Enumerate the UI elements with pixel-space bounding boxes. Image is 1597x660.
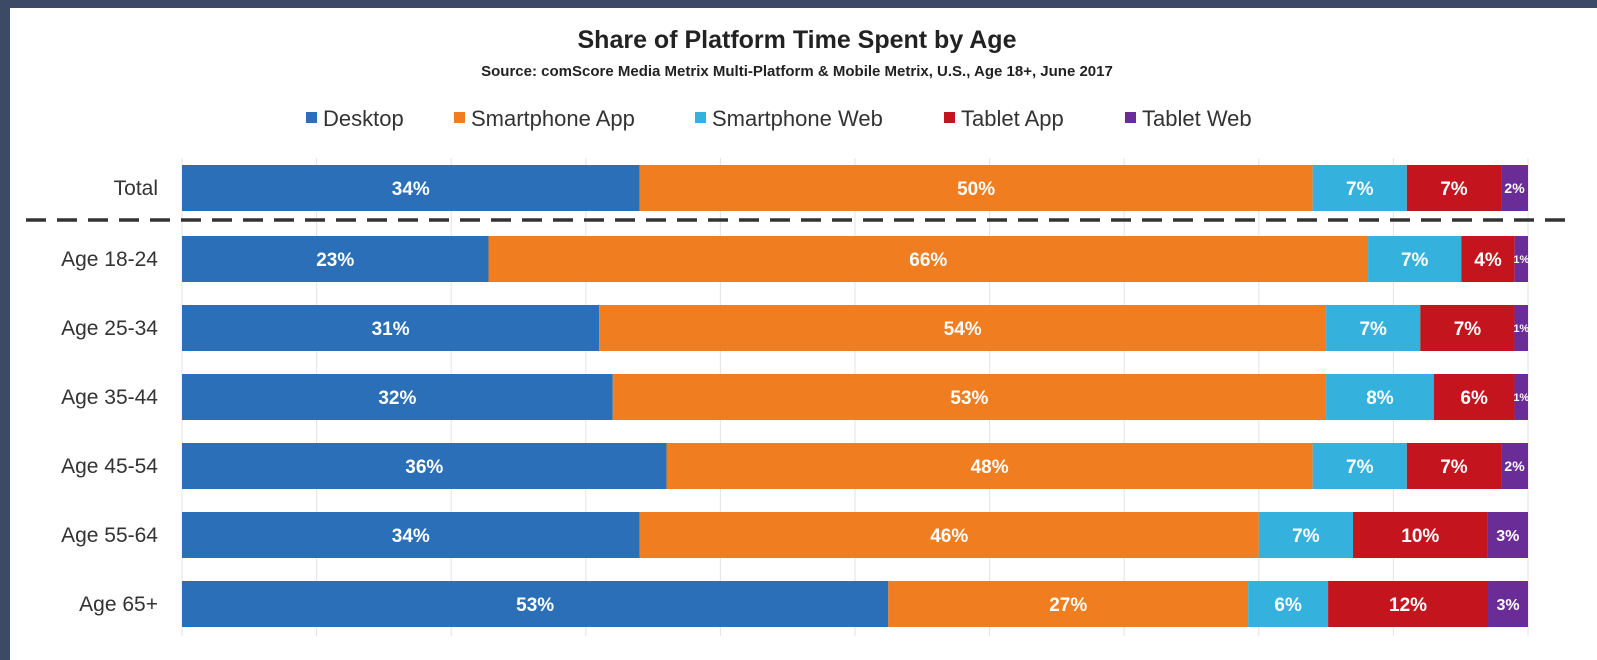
bar-age-18-24-smartphone-app (488, 236, 1369, 282)
legend-label-desktop: Desktop (323, 106, 404, 131)
data-label-age-55-64-smartphone-app: 46% (930, 526, 968, 547)
data-label-age-35-44-smartphone-web: 8% (1366, 388, 1394, 409)
data-label-age-55-64-tablet-web: 3% (1496, 528, 1519, 545)
data-label-age-65-smartphone-app: 27% (1049, 595, 1087, 616)
data-label-age-65-desktop: 53% (516, 595, 554, 616)
data-label-age-65-smartphone-web: 6% (1274, 595, 1302, 616)
bar-age-45-54-smartphone-web (1312, 443, 1407, 489)
bar-total-smartphone-web (1312, 165, 1407, 211)
bar-age-18-24-tablet-app (1461, 236, 1515, 282)
data-label-age-35-44-tablet-app: 6% (1460, 388, 1488, 409)
data-label-age-65-tablet-web: 3% (1496, 597, 1519, 614)
bar-age-25-34-desktop (182, 305, 600, 351)
data-label-total-smartphone-app: 50% (957, 179, 995, 200)
bar-age-18-24-smartphone-web (1368, 236, 1462, 282)
data-label-age-45-54-tablet-app: 7% (1440, 457, 1468, 478)
data-label-age-35-44-smartphone-app: 53% (950, 388, 988, 409)
chart-subtitle: Source: comScore Media Metrix Multi-Plat… (481, 63, 1113, 80)
data-label-age-25-34-smartphone-web: 7% (1359, 319, 1387, 340)
bar-age-55-64-desktop (182, 512, 640, 558)
legend-swatch-smartphone-app (454, 112, 465, 123)
bar-age-65-desktop (182, 581, 889, 627)
bar-age-25-34-tablet-web (1514, 305, 1528, 351)
bar-age-35-44-tablet-web (1514, 374, 1528, 420)
bar-age-45-54-desktop (182, 443, 667, 489)
legend-swatch-desktop (306, 112, 317, 123)
data-label-total-tablet-web: 2% (1504, 180, 1525, 196)
data-label-age-18-24-smartphone-app: 66% (909, 250, 947, 271)
category-label-total: Total (114, 177, 158, 200)
legend-swatch-tablet-web (1125, 112, 1136, 123)
data-label-age-35-44-tablet-web: 1% (1513, 392, 1529, 404)
bar-total-tablet-web (1501, 165, 1528, 211)
bars: 34% 50% 7% 7% 2% 23% 66% 7% 4% 1% 31% 54% 7% 7% 1% 32% 5… (182, 165, 1530, 627)
bar-age-45-54-tablet-app (1406, 443, 1502, 489)
data-label-age-35-44-desktop: 32% (378, 388, 416, 409)
category-label-age-35-44: Age 35-44 (61, 386, 158, 409)
bar-age-65-tablet-app (1328, 581, 1489, 627)
data-label-age-25-34-desktop: 31% (372, 319, 410, 340)
category-label-age-25-34: Age 25-34 (61, 317, 158, 340)
data-label-age-18-24-tablet-web: 1% (1513, 254, 1529, 266)
data-label-age-45-54-smartphone-web: 7% (1346, 457, 1374, 478)
legend-swatch-tablet-app (944, 112, 955, 123)
legend-label-smartphone-app: Smartphone App (471, 106, 635, 131)
bar-age-35-44-tablet-app (1433, 374, 1515, 420)
data-label-age-55-64-desktop: 34% (392, 526, 430, 547)
data-label-age-45-54-tablet-web: 2% (1504, 458, 1525, 474)
bar-age-55-64-tablet-app (1353, 512, 1488, 558)
category-label-age-18-24: Age 18-24 (61, 248, 158, 271)
data-label-age-25-34-tablet-app: 7% (1454, 319, 1482, 340)
legend-label-smartphone-web: Smartphone Web (712, 106, 883, 131)
data-label-total-smartphone-web: 7% (1346, 179, 1374, 200)
bar-age-55-64-smartphone-web (1258, 512, 1354, 558)
chart-title: Share of Platform Time Spent by Age (578, 26, 1017, 54)
bar-total-tablet-app (1406, 165, 1502, 211)
bar-age-18-24-tablet-web (1514, 236, 1528, 282)
data-label-age-25-34-tablet-web: 1% (1513, 323, 1529, 335)
chart-frame: Share of Platform Time Spent by Age Sour… (10, 8, 1597, 660)
bar-age-25-34-smartphone-web (1326, 305, 1421, 351)
bar-total-smartphone-app (639, 165, 1313, 211)
bar-age-65-smartphone-web (1248, 581, 1329, 627)
bar-age-45-54-smartphone-app (666, 443, 1313, 489)
data-label-age-25-34-smartphone-app: 54% (944, 319, 982, 340)
data-label-age-18-24-desktop: 23% (316, 250, 354, 271)
bar-age-55-64-smartphone-app (639, 512, 1259, 558)
data-label-age-18-24-tablet-app: 4% (1474, 250, 1502, 271)
legend-swatch-smartphone-web (695, 112, 706, 123)
bar-age-35-44-desktop (182, 374, 613, 420)
data-label-age-55-64-tablet-app: 10% (1401, 526, 1439, 547)
bar-age-18-24-desktop (182, 236, 489, 282)
bar-age-55-64-tablet-web (1487, 512, 1528, 558)
data-label-total-desktop: 34% (392, 179, 430, 200)
bar-age-35-44-smartphone-web (1326, 374, 1434, 420)
bar-age-25-34-tablet-app (1420, 305, 1515, 351)
data-label-total-tablet-app: 7% (1440, 179, 1468, 200)
data-label-age-45-54-smartphone-app: 48% (971, 457, 1009, 478)
bar-age-65-smartphone-app (888, 581, 1249, 627)
stacked-bar-chart: Share of Platform Time Spent by Age Sour… (26, 26, 1570, 636)
legend-label-tablet-app: Tablet App (961, 106, 1064, 131)
category-label-age-45-54: Age 45-54 (61, 455, 158, 478)
data-label-age-55-64-smartphone-web: 7% (1292, 526, 1320, 547)
bar-age-45-54-tablet-web (1501, 443, 1528, 489)
bar-age-25-34-smartphone-app (599, 305, 1327, 351)
bar-age-65-tablet-web (1488, 581, 1528, 627)
category-label-age-55-64: Age 55-64 (61, 524, 158, 547)
bar-total-desktop (182, 165, 640, 211)
data-label-age-65-tablet-app: 12% (1389, 595, 1427, 616)
category-label-age-65: Age 65+ (79, 593, 158, 616)
category-labels: Total Age 18-24 Age 25-34 Age 35-44 Age 45-5… (61, 177, 158, 616)
legend-label-tablet-web: Tablet Web (1142, 106, 1252, 131)
bar-age-35-44-smartphone-app (612, 374, 1327, 420)
legend: Desktop Smartphone App Smartphone Web Table… (306, 106, 1252, 131)
data-label-age-45-54-desktop: 36% (405, 457, 443, 478)
data-label-age-18-24-smartphone-web: 7% (1401, 250, 1429, 271)
